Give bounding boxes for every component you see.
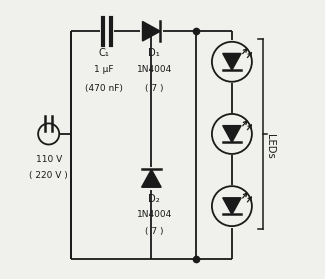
Text: (470 nF): (470 nF) — [85, 84, 123, 93]
Text: D₁: D₁ — [148, 48, 160, 58]
Polygon shape — [223, 126, 241, 142]
Text: ( 7 ): ( 7 ) — [145, 227, 163, 236]
Text: LEDs: LEDs — [265, 134, 275, 159]
Polygon shape — [142, 21, 160, 41]
Text: ( 7 ): ( 7 ) — [145, 84, 163, 93]
Polygon shape — [223, 198, 241, 215]
Polygon shape — [223, 54, 241, 70]
Text: 1N4004: 1N4004 — [136, 64, 172, 74]
Text: 110 V: 110 V — [35, 155, 62, 164]
Text: 1 μF: 1 μF — [95, 64, 114, 74]
Polygon shape — [142, 169, 161, 187]
Text: C₁: C₁ — [99, 48, 110, 58]
Text: 1N4004: 1N4004 — [136, 210, 172, 219]
Text: D₂: D₂ — [148, 194, 160, 204]
Text: ( 220 V ): ( 220 V ) — [29, 171, 68, 181]
